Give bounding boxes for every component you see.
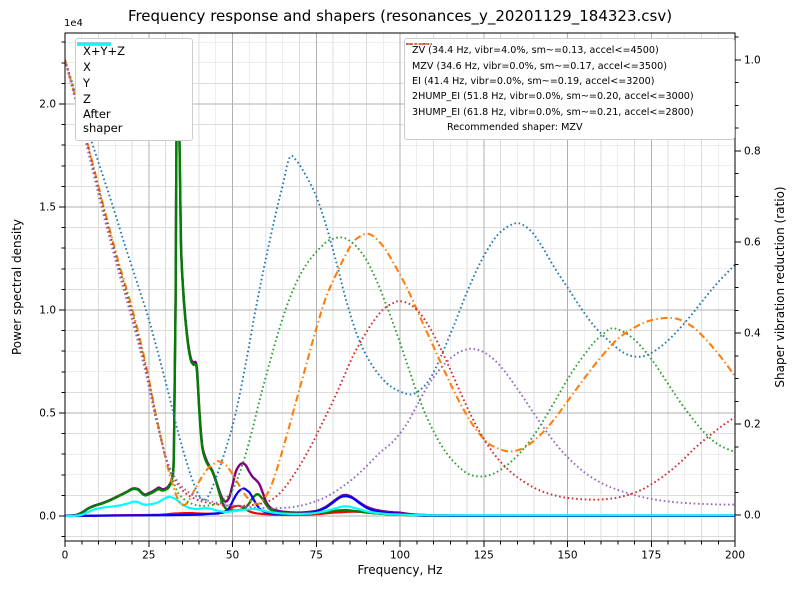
recommended-shaper-label: Recommended shaper: MZV <box>447 122 583 134</box>
y-right-tick-label: 0.8 <box>744 145 761 157</box>
legend-item: EI (41.4 Hz, vibr=0.0%, sm~=0.19, accel<… <box>406 43 727 89</box>
legend-line-sample <box>406 43 432 45</box>
legend-item: Z <box>77 42 185 107</box>
legend-item: X <box>77 42 185 75</box>
x-tick-label: 25 <box>142 550 155 562</box>
shaper-curve-ei <box>65 59 735 507</box>
legend-label: 2HUMP_EI (51.8 Hz, vibr=0.0%, sm~=0.20, … <box>412 91 694 103</box>
legend-item: After shaper <box>77 42 185 136</box>
y-left-tick-label: 0.0 <box>39 511 56 523</box>
legend-label: Y <box>83 75 91 90</box>
shaper-curve-2hump_ei <box>65 59 735 507</box>
x-tick-label: 50 <box>226 550 239 562</box>
x-tick-label: 0 <box>62 550 69 562</box>
psd-legend: X+Y+Z X Y Z After shaper <box>75 38 193 141</box>
shaper-legend: ZV (34.4 Hz, vibr=4.0%, sm~=0.13, accel<… <box>404 38 735 141</box>
legend-item: MZV (34.6 Hz, vibr=0.0%, sm~=0.17, accel… <box>406 42 727 73</box>
x-tick-label: 100 <box>390 550 410 562</box>
ticks <box>59 36 741 547</box>
x-tick-label: 150 <box>557 550 577 562</box>
y-left-tick-label: 1.5 <box>39 202 56 214</box>
tick-labels: 0 25 50 75 100 125 150 175 200 0.0 0.5 1.0 1.5 2.0 0.0… <box>39 54 761 561</box>
y-left-tick-label: 1.0 <box>39 305 56 317</box>
legend-item: ZV (34.4 Hz, vibr=4.0%, sm~=0.13, accel<… <box>406 43 727 58</box>
legend-label: 3HUMP_EI (61.8 Hz, vibr=0.0%, sm~=0.21, … <box>412 106 694 118</box>
legend-label: MZV (34.6 Hz, vibr=0.0%, sm~=0.17, accel… <box>412 60 667 72</box>
legend-label: X <box>83 59 91 74</box>
y-left-tick-label: 0.5 <box>39 408 56 420</box>
legend-label: After shaper <box>83 107 123 136</box>
legend-item: 3HUMP_EI (61.8 Hz, vibr=0.0%, sm~=0.21, … <box>406 43 727 120</box>
y-right-tick-label: 1.0 <box>744 54 761 66</box>
y-right-tick-label: 0.0 <box>744 510 761 522</box>
recommended-shaper-row: Recommended shaper: MZV <box>412 120 727 135</box>
x-tick-label: 75 <box>310 550 323 562</box>
legend-label: ZV (34.4 Hz, vibr=4.0%, sm~=0.13, accel<… <box>412 45 659 57</box>
curves <box>65 47 735 518</box>
legend-line-sample <box>77 42 111 46</box>
y-right-tick-label: 0.6 <box>744 236 761 248</box>
legend-label: Z <box>83 91 91 106</box>
y-right-tick-label: 0.4 <box>744 328 761 340</box>
y-right-tick-label: 0.2 <box>744 419 761 431</box>
y-axis-offset-label: 1e4 <box>64 18 83 29</box>
shaper-curve-mzv <box>65 59 735 507</box>
chart-title: Frequency response and shapers (resonanc… <box>127 7 673 25</box>
legend-item: 2HUMP_EI (51.8 Hz, vibr=0.0%, sm~=0.20, … <box>406 43 727 104</box>
psd-curve-after-shaper <box>65 495 735 518</box>
x-tick-label: 125 <box>474 550 494 562</box>
x-tick-label: 175 <box>641 550 661 562</box>
shaper-curve-zv <box>65 59 735 502</box>
legend-label: X+Y+Z <box>83 43 126 58</box>
legend-item: Y <box>77 42 185 91</box>
x-axis-label: Frequency, Hz <box>357 563 443 577</box>
y-left-tick-label: 2.0 <box>39 99 56 111</box>
legend-label: EI (41.4 Hz, vibr=0.0%, sm~=0.19, accel<… <box>412 75 655 87</box>
x-tick-label: 200 <box>725 550 745 562</box>
